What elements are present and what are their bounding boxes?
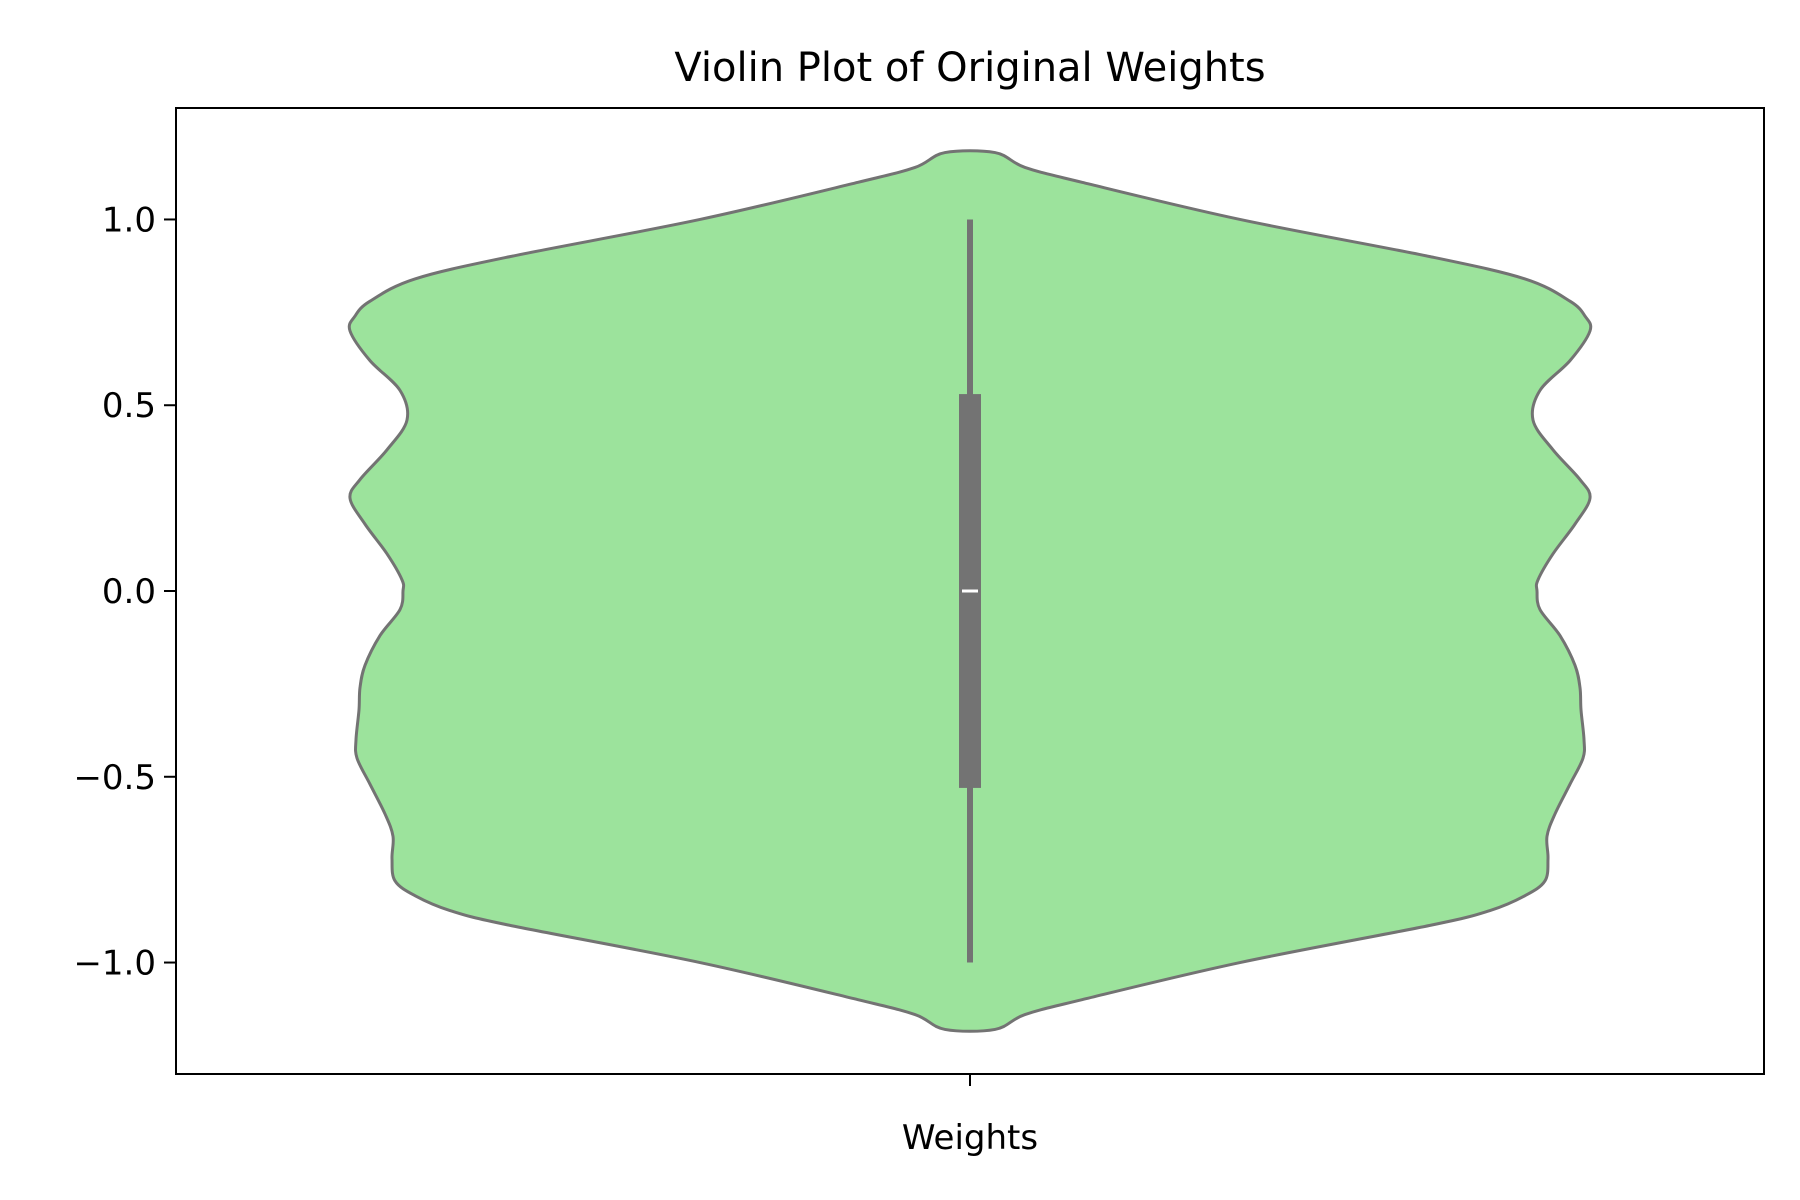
plot-area — [347, 149, 1593, 1033]
y-tick-label: 1.0 — [102, 200, 156, 240]
x-tick-label: Weights — [902, 1118, 1038, 1158]
chart-title: Violin Plot of Original Weights — [674, 45, 1265, 91]
y-tick-label: 0.5 — [102, 386, 156, 426]
y-tick-label: −0.5 — [73, 758, 156, 798]
axes: 1.0 0.5 0.0 −0.5 −1.0 Weights — [73, 107, 1765, 1158]
y-tick-label: 0.0 — [102, 572, 156, 612]
y-tick-label: −1.0 — [73, 944, 156, 984]
